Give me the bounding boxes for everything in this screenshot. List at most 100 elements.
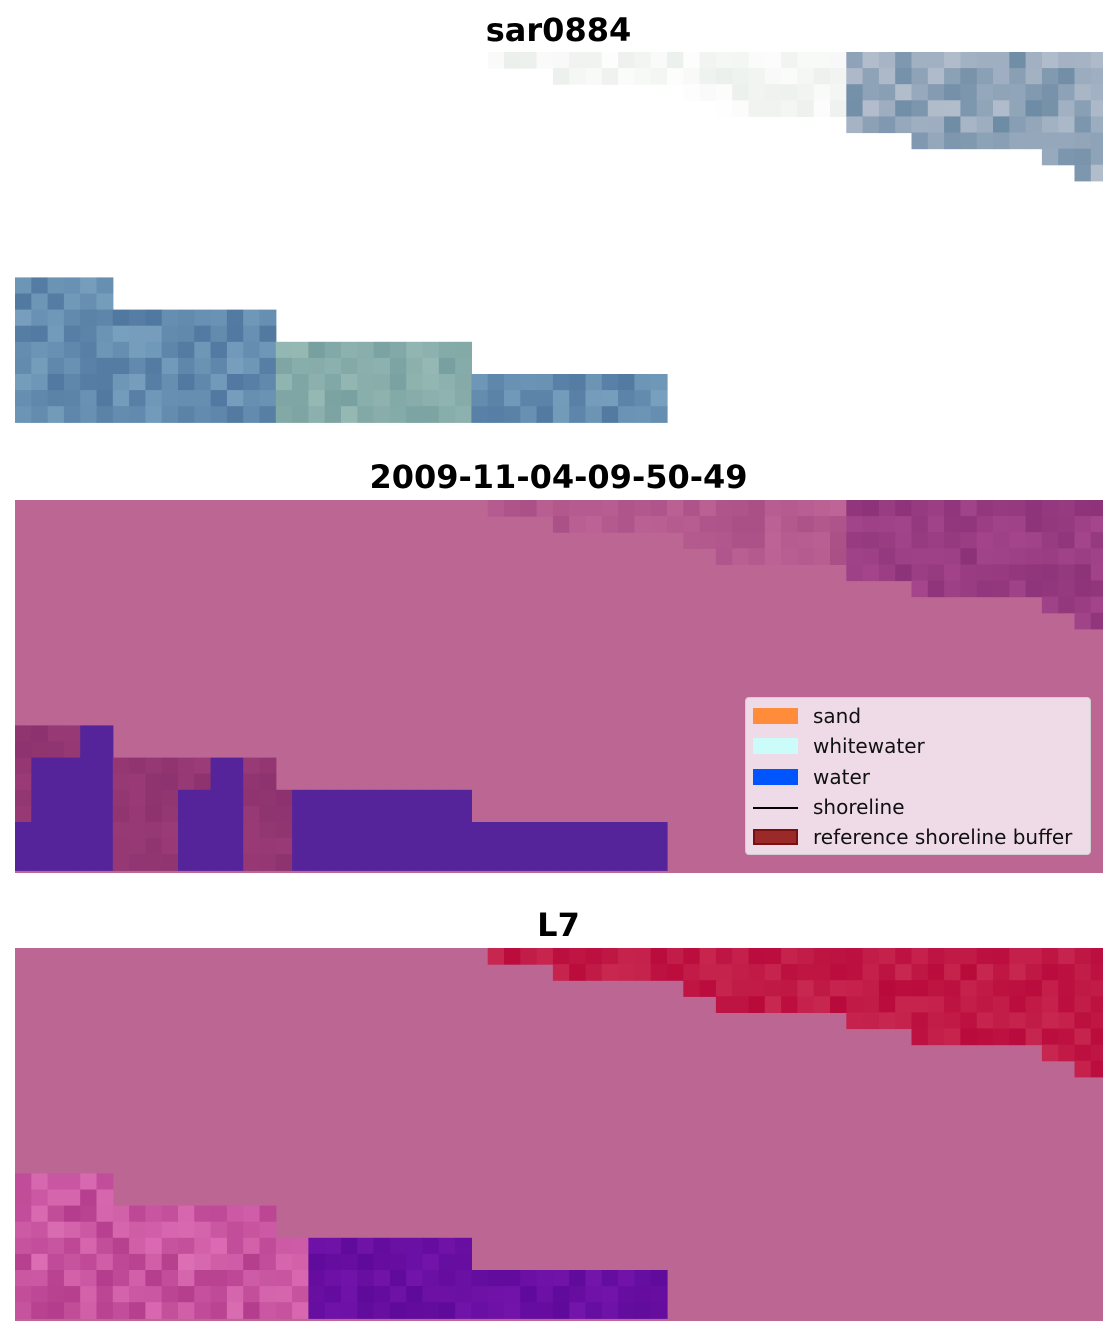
index-pixel [944, 964, 961, 981]
classified-pixel [438, 805, 456, 823]
index-pixel [226, 1253, 244, 1271]
image-pixel [895, 68, 913, 85]
index-pixel [31, 1221, 49, 1239]
classified-pixel [797, 500, 815, 517]
image-pixel [357, 406, 375, 423]
image-pixel [944, 68, 961, 85]
classified-pixel [895, 548, 913, 565]
image-pixel [15, 374, 32, 391]
index-pixel [911, 996, 929, 1013]
index-pixel [96, 1270, 114, 1287]
index-pixel [911, 1028, 929, 1046]
image-pixel [1074, 164, 1092, 182]
classified-pixel [1025, 548, 1043, 565]
classified-pixel [243, 854, 261, 871]
image-pixel [536, 390, 554, 407]
index-pixel [862, 1012, 880, 1030]
image-pixel [960, 116, 978, 134]
index-pixel [308, 1270, 326, 1287]
image-pixel [80, 293, 98, 311]
index-pixel [764, 996, 782, 1013]
index-pixel [1058, 1012, 1076, 1030]
legend-item-reference-buffer: reference shoreline buffer [746, 822, 1092, 852]
index-pixel [1090, 948, 1103, 965]
image-pixel [15, 277, 32, 295]
index-pixel [80, 1270, 98, 1287]
classified-pixel [1074, 596, 1092, 614]
classified-pixel [80, 773, 98, 791]
index-pixel [504, 1302, 521, 1319]
index-pixel [112, 1205, 130, 1223]
image-pixel [63, 341, 81, 359]
classified-pixel [895, 500, 913, 517]
index-pixel [357, 1286, 375, 1303]
index-pixel [226, 1237, 244, 1255]
classified-pixel [911, 516, 929, 533]
index-pixel [373, 1253, 391, 1271]
classified-pixel [927, 516, 945, 533]
index-pixel [927, 980, 945, 997]
image-pixel [927, 84, 945, 101]
panel-title-date: 2009-11-04-09-50-49 [369, 458, 748, 496]
classified-pixel [895, 564, 913, 582]
index-pixel [634, 964, 652, 981]
classified-pixel [422, 838, 440, 855]
classified-pixel [129, 789, 146, 807]
classified-pixel [275, 789, 293, 807]
classified-pixel [47, 854, 65, 871]
index-pixel [504, 948, 521, 965]
classified-pixel [341, 854, 358, 871]
index-pixel [569, 1302, 587, 1319]
index-pixel [1009, 1028, 1027, 1046]
image-pixel [178, 406, 195, 423]
classified-pixel [145, 805, 163, 823]
index-pixel [47, 1221, 65, 1239]
image-pixel [31, 341, 49, 359]
image-pixel [80, 406, 98, 423]
index-pixel [1041, 948, 1059, 965]
image-pixel [1058, 148, 1076, 166]
index-pixel [1009, 1012, 1027, 1030]
classified-pixel [422, 805, 440, 823]
index-pixel [993, 964, 1010, 981]
classified-pixel [504, 500, 521, 517]
classified-pixel [487, 822, 505, 839]
index-pixel [406, 1237, 424, 1255]
classified-pixel [15, 757, 32, 775]
index-pixel [1041, 964, 1059, 981]
image-pixel [699, 68, 717, 85]
classified-pixel [601, 838, 619, 855]
index-pixel [275, 1286, 293, 1303]
index-pixel [781, 980, 798, 997]
image-pixel [324, 374, 342, 391]
image-pixel [1058, 68, 1076, 85]
image-pixel [471, 406, 489, 423]
image-pixel [373, 374, 391, 391]
classified-pixel [1025, 516, 1043, 533]
image-pixel [194, 357, 212, 375]
classified-pixel [1090, 580, 1103, 598]
index-pixel [781, 964, 798, 981]
image-pixel [846, 84, 864, 101]
index-pixel [210, 1205, 228, 1223]
classified-pixel [210, 757, 228, 775]
index-pixel [667, 948, 684, 965]
image-pixel [80, 390, 98, 407]
classified-pixel [47, 773, 65, 791]
index-pixel [15, 1173, 32, 1191]
classified-image-panel [15, 500, 1103, 873]
classified-pixel [552, 822, 570, 839]
classified-pixel [292, 854, 309, 871]
image-pixel [895, 52, 913, 69]
index-pixel [569, 964, 587, 981]
classified-pixel [569, 822, 587, 839]
index-pixel [438, 1302, 456, 1319]
index-pixel [389, 1270, 407, 1287]
image-pixel [15, 341, 32, 359]
image-pixel [1074, 84, 1092, 101]
classified-pixel [161, 789, 179, 807]
index-pixel [129, 1253, 146, 1271]
index-pixel [976, 964, 994, 981]
classified-pixel [47, 789, 65, 807]
image-pixel [112, 374, 130, 391]
